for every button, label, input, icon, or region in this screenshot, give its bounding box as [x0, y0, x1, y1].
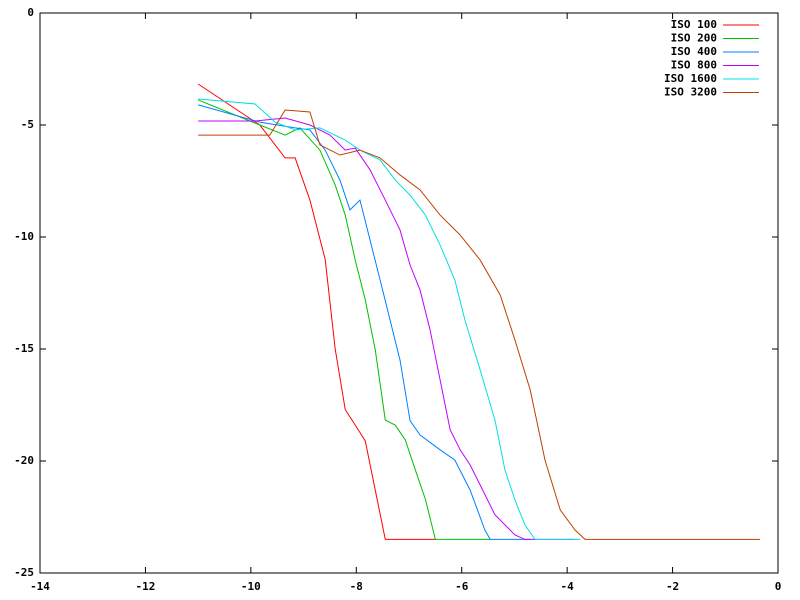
series-line	[197, 99, 491, 540]
x-tick-label: -8	[350, 580, 363, 593]
x-tick-label: -10	[241, 580, 261, 593]
x-tick-label: -4	[561, 580, 575, 593]
legend-label: ISO 3200	[664, 86, 717, 99]
x-tick-label: -2	[666, 580, 679, 593]
legend-label: ISO 800	[671, 59, 717, 72]
y-tick-label: -15	[14, 342, 34, 355]
legend-label: ISO 200	[671, 32, 717, 45]
y-tick-label: -20	[14, 454, 34, 467]
y-tick-label: -5	[21, 118, 34, 131]
y-tick-label: -10	[14, 230, 34, 243]
series-line	[198, 109, 761, 540]
plot-frame	[39, 12, 779, 574]
legend-label: ISO 100	[671, 18, 717, 31]
series-line	[198, 104, 531, 540]
x-tick-label: 0	[775, 580, 782, 593]
x-tick-label: -6	[455, 580, 469, 593]
series-line	[198, 117, 576, 540]
x-tick-label: -14	[30, 580, 50, 593]
legend-label: ISO 400	[671, 45, 717, 58]
y-tick-label: -25	[14, 566, 34, 579]
legend-label: ISO 1600	[664, 72, 717, 85]
series-line	[198, 98, 581, 540]
x-tick-label: -12	[135, 580, 155, 593]
series-line	[197, 83, 436, 540]
y-tick-label: 0	[27, 6, 34, 19]
